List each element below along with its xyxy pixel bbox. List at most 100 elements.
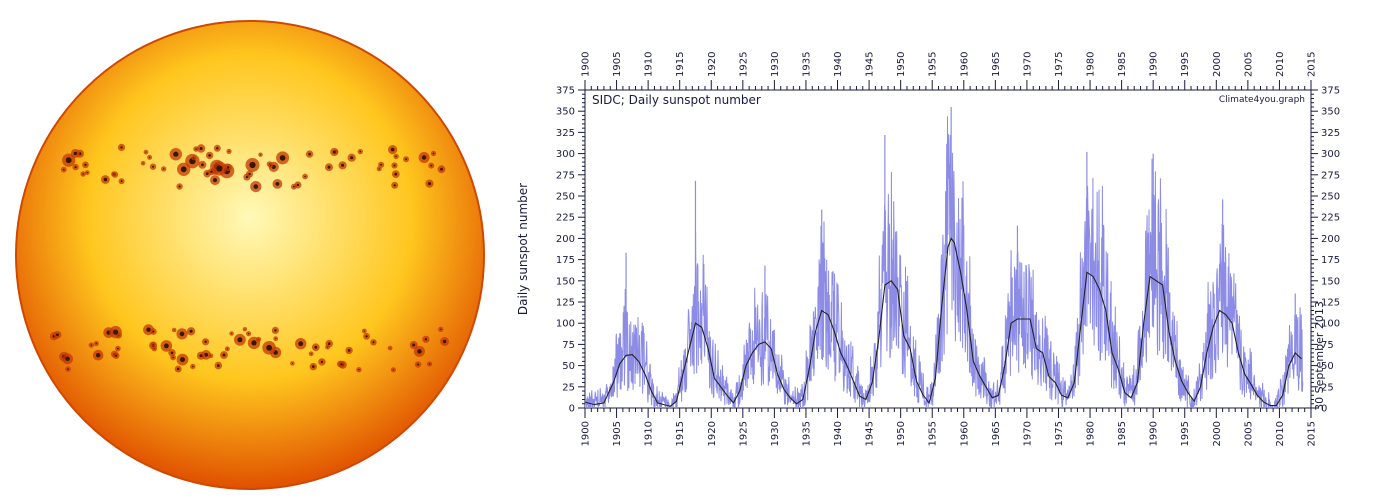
x-tick-label-bottom: 1950 — [896, 421, 907, 446]
y-tick-label-left: 175 — [556, 255, 575, 266]
sunspot — [293, 185, 295, 188]
y-tick-label-left: 125 — [556, 298, 575, 309]
axis-ticks — [578, 80, 1318, 418]
sunspot — [365, 335, 368, 338]
y-tick-label-left: 225 — [556, 213, 575, 224]
sunspot — [65, 356, 70, 361]
y-tick-label-right: 250 — [1321, 192, 1340, 203]
sunspot — [237, 337, 243, 343]
sunspot — [260, 154, 261, 156]
sunspot — [152, 165, 154, 168]
sunspot — [120, 146, 123, 149]
sunspot — [320, 360, 324, 364]
x-tick-label-top: 2000 — [1212, 52, 1223, 77]
sunspot — [372, 341, 375, 344]
x-tick-label-top: 1930 — [770, 52, 781, 77]
sunspot — [164, 343, 169, 349]
sun-disk — [15, 20, 485, 490]
sunspot — [113, 173, 115, 175]
sunspot — [90, 344, 93, 346]
chart-credit: Climate4you.graph — [1219, 95, 1305, 105]
x-tick-label-bottom: 1925 — [738, 421, 749, 446]
sunspot — [180, 166, 187, 173]
y-tick-label-left: 100 — [556, 319, 575, 330]
sunspot — [291, 362, 293, 364]
y-tick-label-left: 25 — [562, 382, 575, 393]
sunspot — [195, 148, 197, 150]
sunspot — [347, 349, 351, 352]
sunspot — [247, 333, 250, 335]
sunspot — [350, 156, 354, 160]
y-tick-label-right: 175 — [1321, 255, 1340, 266]
sunspot — [393, 164, 396, 167]
sunspot — [394, 172, 398, 176]
sunspot — [217, 364, 220, 367]
x-tick-label-top: 1985 — [1117, 52, 1128, 77]
sunspot — [298, 341, 304, 347]
sunspot — [210, 170, 213, 173]
sunspot-group — [49, 143, 450, 373]
sunspot — [179, 331, 185, 337]
sunspot — [440, 328, 442, 330]
y-tick-label-right: 125 — [1321, 298, 1340, 309]
x-tick-label-bottom: 1980 — [1086, 421, 1097, 446]
x-tick-label-bottom: 1975 — [1054, 421, 1065, 446]
sunspot — [424, 338, 428, 341]
x-tick-label-bottom: 1990 — [1149, 421, 1160, 446]
x-tick-label-top: 2015 — [1307, 52, 1318, 77]
sunspot — [428, 182, 431, 186]
x-tick-label-bottom: 1920 — [707, 421, 718, 446]
sunspot — [275, 338, 277, 340]
sunspot — [117, 347, 119, 350]
x-tick-label-bottom: 1900 — [581, 421, 592, 446]
sunspot — [253, 184, 259, 189]
sunspot — [201, 163, 204, 167]
sunspot — [172, 356, 174, 359]
x-tick-label-top: 1940 — [833, 52, 844, 77]
x-tick-label-top: 1980 — [1086, 52, 1097, 77]
sunspot — [395, 155, 397, 158]
sunspot — [440, 167, 443, 171]
x-tick-label-bottom: 1970 — [1022, 421, 1033, 446]
sunspot — [417, 363, 419, 366]
sunspot — [430, 164, 433, 167]
sunspot — [341, 163, 345, 167]
sunspot — [304, 175, 306, 178]
sunspot — [442, 339, 447, 344]
sunspot — [82, 173, 84, 175]
x-tick-label-bottom: 2000 — [1212, 421, 1223, 446]
y-tick-label-right: 150 — [1321, 276, 1340, 287]
sunspot — [65, 157, 72, 164]
sunspot — [73, 151, 78, 156]
sunspot — [392, 369, 394, 371]
sunspot — [163, 168, 165, 170]
x-tick-label-top: 1955 — [928, 52, 939, 77]
x-tick-label-bottom: 1995 — [1180, 421, 1191, 446]
sunspot — [173, 151, 179, 157]
sunspot — [103, 177, 108, 182]
y-tick-label-left: 325 — [556, 128, 575, 139]
y-tick-label-right: 225 — [1321, 213, 1340, 224]
x-tick-label-bottom: 2015 — [1307, 421, 1318, 446]
x-tick-label-bottom: 2005 — [1243, 421, 1254, 446]
sunspot — [63, 168, 65, 171]
sunspot — [210, 355, 212, 357]
sunspot — [378, 168, 380, 170]
x-tick-label-bottom: 1940 — [833, 421, 844, 446]
x-tick-label-bottom: 1985 — [1117, 421, 1128, 446]
x-tick-label-top: 1920 — [707, 52, 718, 77]
date-annotation: 30 September 2013 — [1313, 301, 1326, 411]
sunspot — [380, 163, 382, 166]
sunspot — [249, 161, 256, 169]
y-tick-label-right: 275 — [1321, 170, 1340, 181]
sunspot — [428, 363, 431, 365]
y-tick-label-right: 25 — [1321, 382, 1334, 393]
y-tick-label-right: 100 — [1321, 319, 1340, 330]
sunspot — [113, 329, 119, 335]
y-tick-label-left: 200 — [556, 234, 575, 245]
y-tick-label-right: 0 — [1321, 404, 1327, 415]
x-tick-label-bottom: 1910 — [644, 421, 655, 446]
sunspot — [189, 329, 193, 333]
sunspot — [390, 147, 395, 152]
